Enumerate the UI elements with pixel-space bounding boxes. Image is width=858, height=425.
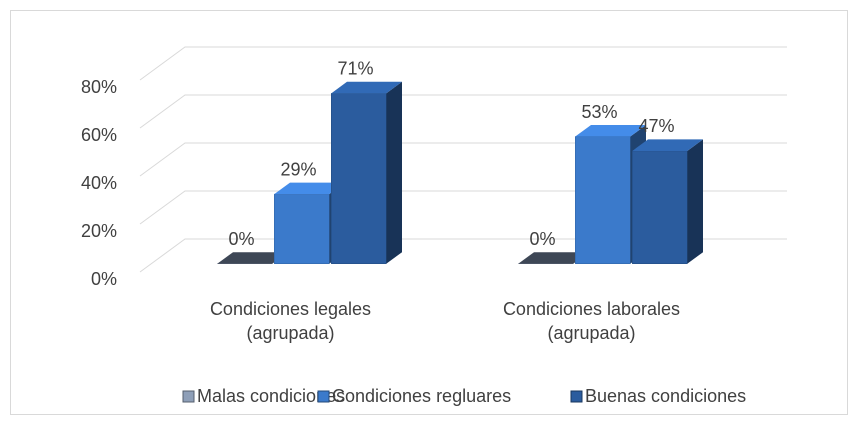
legend-marker	[570, 390, 583, 403]
y-tick-label: 80%	[81, 77, 117, 97]
bar-top	[575, 125, 646, 137]
y-tick-label: 0%	[91, 269, 117, 289]
chart-border	[10, 10, 848, 415]
legend-label: Condiciones regluares	[332, 386, 511, 406]
data-label: 47%	[638, 116, 674, 136]
data-label: 0%	[228, 229, 254, 249]
y-tick-label: 20%	[81, 221, 117, 241]
y-tick-label: 60%	[81, 125, 117, 145]
bar-top	[331, 81, 402, 94]
legend-marker	[182, 390, 195, 403]
data-label: 71%	[337, 59, 373, 79]
bar-top	[632, 139, 703, 151]
bar-side	[386, 81, 402, 264]
bar-side	[687, 139, 703, 264]
bar-top	[274, 182, 345, 195]
bar-front	[331, 93, 387, 264]
data-label: 29%	[280, 159, 316, 179]
legend-label: Buenas condiciones	[585, 386, 746, 406]
legend-label: Malas condiciones	[197, 386, 345, 406]
bar-top	[217, 252, 288, 264]
x-tick-label: Condiciones legales (agrupada)	[209, 299, 372, 343]
grid-line	[139, 46, 787, 81]
bar-front	[575, 136, 631, 264]
bar-top	[518, 252, 589, 264]
legend-marker	[317, 390, 330, 403]
grid-line	[139, 94, 787, 129]
bar-front	[274, 193, 330, 264]
x-tick-label: Condiciones laborales (agrupada)	[502, 299, 681, 343]
bar-front	[632, 150, 688, 264]
y-tick-label: 40%	[81, 173, 117, 193]
data-label: 53%	[581, 102, 617, 122]
data-label: 0%	[529, 229, 555, 249]
